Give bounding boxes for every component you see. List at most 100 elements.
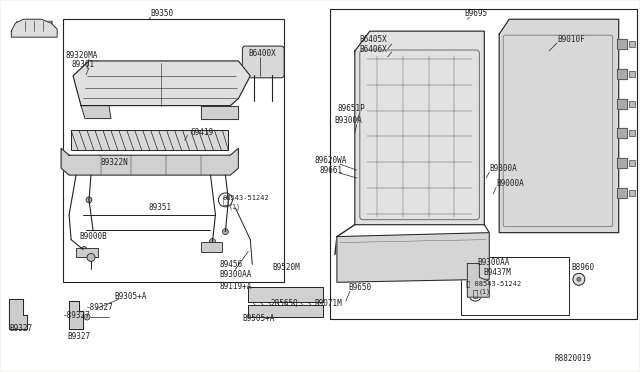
Bar — [504, 44, 511, 51]
Circle shape — [410, 46, 413, 49]
Text: -89327: -89327 — [86, 302, 114, 312]
Text: Ⓢ 08543-51242: Ⓢ 08543-51242 — [467, 280, 522, 286]
Polygon shape — [10, 299, 28, 329]
Bar — [628, 101, 635, 107]
Bar — [415, 131, 422, 137]
Circle shape — [506, 194, 509, 197]
Polygon shape — [200, 106, 238, 119]
Bar — [628, 41, 635, 47]
Text: 89320MA: 89320MA — [65, 51, 97, 61]
Bar — [461, 257, 569, 315]
Text: B6406X: B6406X — [360, 45, 388, 54]
Text: B9695: B9695 — [465, 9, 488, 18]
Bar — [504, 192, 511, 199]
Polygon shape — [499, 19, 619, 232]
Text: B9300AA: B9300AA — [220, 270, 252, 279]
Bar — [330, 9, 637, 319]
Polygon shape — [617, 128, 627, 138]
Bar — [17, 21, 52, 31]
Text: B9437M: B9437M — [483, 268, 511, 277]
Polygon shape — [617, 39, 627, 49]
Text: B9300A: B9300A — [489, 164, 517, 173]
Text: B9000B: B9000B — [79, 232, 107, 241]
Bar — [393, 56, 399, 63]
Text: B8960: B8960 — [571, 263, 594, 272]
Text: -89327: -89327 — [63, 311, 91, 320]
Bar — [628, 190, 635, 196]
Circle shape — [577, 277, 581, 281]
Bar — [415, 145, 422, 152]
Text: B9300A: B9300A — [334, 116, 362, 125]
Circle shape — [506, 118, 509, 121]
Circle shape — [506, 170, 509, 173]
Circle shape — [417, 147, 420, 150]
Text: B9305+A: B9305+A — [114, 292, 147, 301]
Polygon shape — [355, 31, 484, 225]
Text: 89620WA: 89620WA — [314, 156, 346, 165]
Text: Ⓢ: Ⓢ — [223, 195, 228, 205]
Text: B6400X: B6400X — [248, 49, 276, 58]
Polygon shape — [617, 99, 627, 109]
Polygon shape — [12, 19, 57, 37]
Circle shape — [506, 68, 509, 71]
Text: B9071M: B9071M — [314, 299, 342, 308]
Polygon shape — [617, 69, 627, 79]
Text: 69419: 69419 — [191, 128, 214, 137]
Text: B9327: B9327 — [10, 324, 33, 333]
Bar — [408, 44, 415, 51]
Bar — [76, 247, 98, 257]
Text: B9520M: B9520M — [272, 263, 300, 272]
Bar — [415, 158, 422, 165]
Text: B9327: B9327 — [67, 332, 90, 341]
Bar — [71, 131, 228, 150]
Text: 89322N: 89322N — [101, 158, 129, 167]
Circle shape — [506, 144, 509, 147]
Circle shape — [395, 46, 397, 49]
Text: B6405X: B6405X — [360, 35, 388, 44]
Text: 08543-51242: 08543-51242 — [223, 195, 269, 201]
Bar — [44, 21, 52, 31]
Bar — [628, 160, 635, 166]
Bar — [393, 44, 399, 51]
Text: B9010F: B9010F — [557, 35, 585, 44]
Bar — [504, 116, 511, 122]
Bar — [504, 168, 511, 175]
Circle shape — [395, 58, 397, 61]
Polygon shape — [337, 232, 489, 282]
Text: 89456: 89456 — [220, 260, 243, 269]
Text: B9350: B9350 — [151, 9, 174, 18]
Circle shape — [417, 160, 420, 163]
Text: Ⓢ: Ⓢ — [472, 291, 477, 300]
Bar — [200, 241, 223, 251]
Bar — [504, 142, 511, 149]
Polygon shape — [61, 148, 238, 175]
Circle shape — [209, 238, 216, 244]
Text: (1): (1) — [478, 289, 490, 295]
Circle shape — [506, 91, 509, 94]
Text: B9300AA: B9300AA — [477, 258, 509, 267]
Circle shape — [223, 229, 228, 235]
Circle shape — [417, 132, 420, 135]
Circle shape — [81, 247, 87, 253]
FancyBboxPatch shape — [243, 46, 284, 78]
Bar — [628, 71, 635, 77]
Polygon shape — [617, 158, 627, 168]
Text: 89361: 89361 — [71, 60, 94, 70]
Text: B9650: B9650 — [348, 283, 371, 292]
Text: (1): (1) — [228, 203, 241, 210]
Polygon shape — [81, 106, 111, 119]
Text: 89651P: 89651P — [338, 104, 365, 113]
Bar — [628, 131, 635, 137]
Bar — [504, 89, 511, 96]
Bar — [504, 66, 511, 73]
Polygon shape — [73, 61, 250, 106]
Polygon shape — [69, 301, 83, 329]
Circle shape — [86, 197, 92, 203]
Text: 89661: 89661 — [320, 166, 343, 174]
Polygon shape — [617, 188, 627, 198]
Circle shape — [84, 314, 90, 320]
Text: 28565Q: 28565Q — [270, 299, 298, 308]
Circle shape — [506, 46, 509, 49]
Circle shape — [87, 253, 95, 262]
Text: 89351: 89351 — [148, 203, 172, 212]
